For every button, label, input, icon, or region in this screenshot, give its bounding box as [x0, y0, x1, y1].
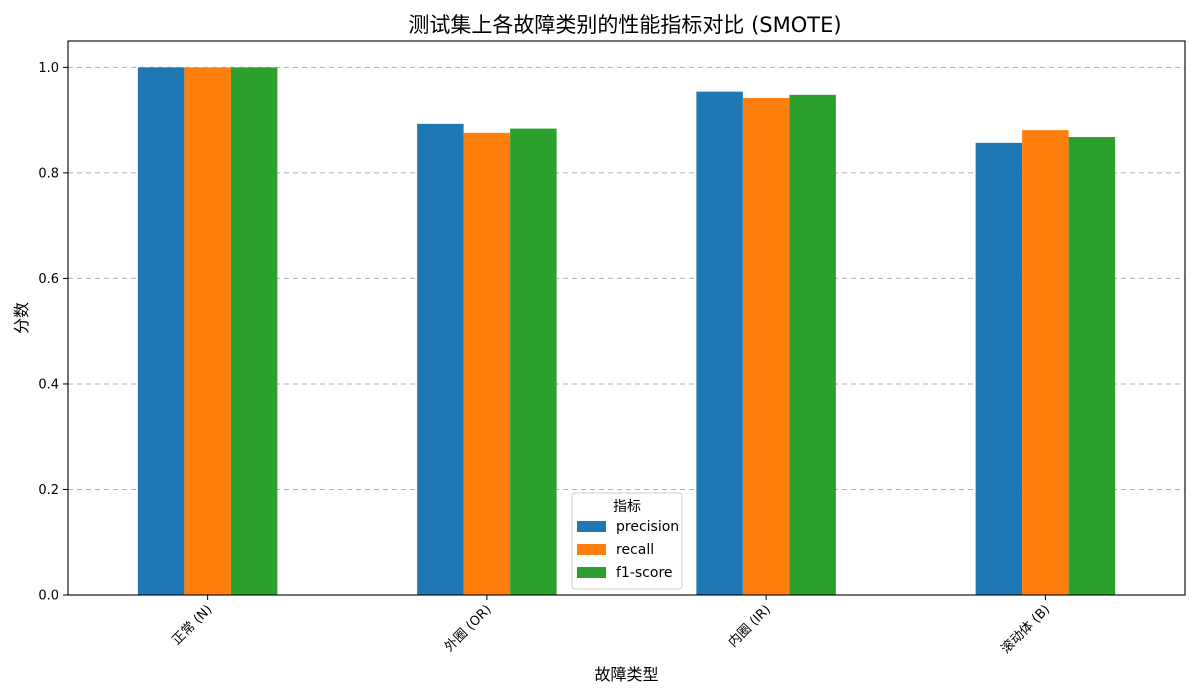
bar-precision: [696, 91, 743, 595]
x-axis-label: 故障类型: [594, 665, 658, 684]
y-tick-label: 0.8: [38, 166, 59, 181]
bar-f1-score: [1068, 137, 1116, 595]
bar-precision: [417, 123, 464, 596]
legend-items: precision recall f1-score: [577, 519, 679, 581]
legend-swatch-recall: [577, 544, 606, 555]
x-tick-label: 滚动体 (B): [998, 602, 1053, 657]
y-tick-label: 1.0: [38, 61, 59, 76]
bar-recall: [1022, 130, 1069, 596]
y-tick-label: 0.2: [38, 483, 59, 498]
legend-label-f1-score: f1-score: [616, 565, 673, 581]
bar-precision: [137, 67, 185, 595]
bar-f1-score: [510, 128, 557, 595]
y-tick-label: 0.6: [38, 272, 59, 287]
x-tick-label: 正常 (N): [169, 602, 215, 648]
legend-swatch-precision: [577, 521, 606, 532]
legend-title: 指标: [613, 499, 641, 515]
legend-label-recall: recall: [616, 542, 654, 558]
x-tick-label: 外圈 (OR): [442, 602, 495, 655]
bar-f1-score: [789, 94, 836, 596]
chart-title: 测试集上各故障类别的性能指标对比 (SMOTE): [408, 13, 841, 37]
y-tick-label: 0.4: [38, 377, 59, 392]
y-tick-label: 0.0: [38, 589, 59, 604]
x-tick-label: 内圈 (IR): [725, 602, 774, 651]
bar-f1-score: [230, 67, 278, 595]
plot-frame: [67, 40, 1186, 596]
bar-recall: [742, 97, 790, 596]
y-axis-label: 分数: [12, 302, 31, 334]
bar-precision: [975, 142, 1023, 595]
legend-box: [571, 492, 683, 590]
bar-recall: [463, 132, 511, 595]
bars-layer: [137, 67, 1116, 596]
legend-label-precision: precision: [616, 519, 679, 535]
bar-recall: [184, 67, 231, 595]
legend: 指标 precision recall f1-score: [571, 492, 683, 590]
legend-swatch-f1-score: [577, 567, 606, 578]
